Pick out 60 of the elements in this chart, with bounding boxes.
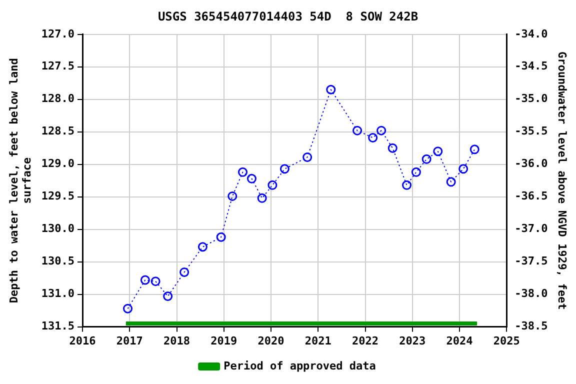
point [246,174,256,184]
point [422,154,432,164]
point [302,152,312,162]
y-tick-label: 131.5 [41,320,75,333]
point [402,180,412,190]
point [123,304,133,314]
point [433,146,443,156]
y-tick-label: 129.0 [41,157,75,170]
y2-tick-label: -36.0 [514,157,548,170]
x-tick-label: 2025 [493,334,520,348]
x-tick-label: 2017 [116,334,143,348]
y-tick-label: 127.0 [41,27,75,40]
point [376,126,386,136]
point [216,232,226,242]
point [163,292,173,302]
point [446,177,456,187]
point [140,275,150,285]
y-axis-title: Depth to water level, feet below land surface [7,58,34,304]
point [180,267,190,277]
point [458,164,468,174]
y-tick-label: 131.0 [41,287,75,300]
y2-tick-label: -38.0 [514,287,548,300]
y-tick-label: 130.5 [41,254,75,268]
point [470,144,480,154]
point [228,191,238,201]
y2-axis-title: Groundwater level above NGVD 1929, feet [556,51,569,310]
legend-label: Period of approved data [224,359,376,372]
y-tick-label: 130.0 [41,222,75,236]
x-tick-label: 2023 [399,334,426,348]
point [326,84,336,94]
point [198,242,208,252]
point [238,167,248,177]
x-tick-label: 2018 [164,334,190,348]
point [388,143,398,153]
point [280,164,290,174]
y2-tick-label: -37.5 [514,254,548,268]
x-tick-label: 2024 [446,334,474,348]
y-tick-label: 127.5 [41,60,75,73]
y2-tick-label: -37.0 [514,222,548,236]
y2-tick-label: -36.5 [514,190,548,203]
point [368,132,378,142]
y-tick-label: 128.0 [41,92,75,106]
y-tick-label: 128.5 [41,124,75,138]
y2-tick-label: -35.5 [514,124,548,138]
point [268,180,278,190]
chart-title: USGS 365454077014403 54D 8 SOW 242B [158,9,418,24]
x-tick-label: 2020 [258,334,284,348]
y2-tick-label: -38.5 [514,320,548,333]
point [411,167,421,177]
y2-tick-label: -35.0 [514,92,548,106]
x-tick-label: 2022 [352,334,379,348]
y-tick-label: 129.5 [41,190,75,203]
x-tick-label: 2019 [210,334,238,348]
point [257,193,267,203]
y2-tick-label: -34.5 [514,60,548,73]
x-tick-label: 2021 [304,334,332,348]
point [150,276,160,286]
point [352,126,362,136]
x-tick-label: 2016 [69,334,96,348]
y2-tick-label: -34.0 [514,27,548,40]
